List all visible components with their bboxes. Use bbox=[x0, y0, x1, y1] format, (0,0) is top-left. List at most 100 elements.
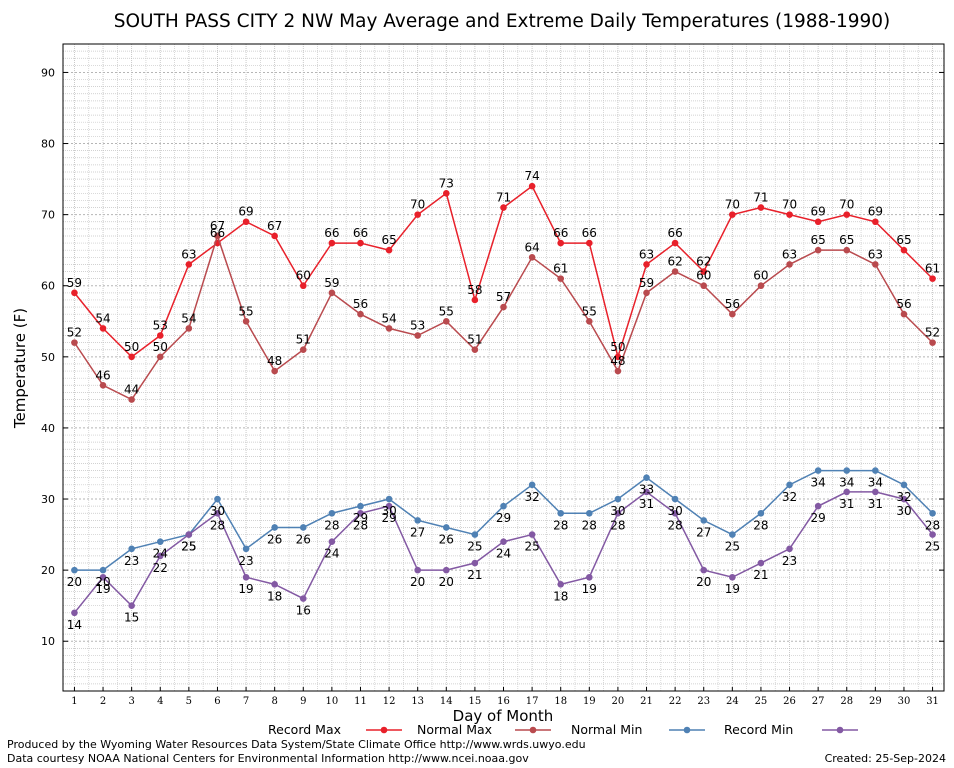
record-min-data-label: 19 bbox=[582, 582, 597, 596]
record-max-point bbox=[843, 211, 851, 218]
record-min-data-label: 21 bbox=[753, 568, 768, 582]
normal-max-point bbox=[357, 310, 364, 318]
normal-min-point bbox=[99, 566, 107, 574]
normal-max-legend-marker bbox=[529, 726, 537, 734]
record-max-data-label: 50 bbox=[124, 340, 139, 354]
normal-min-data-label: 30 bbox=[381, 504, 396, 518]
normal-max-point bbox=[442, 317, 450, 325]
record-min-point bbox=[99, 573, 107, 581]
record-min-point bbox=[357, 509, 364, 517]
record-min-point bbox=[757, 559, 765, 567]
record-max-point bbox=[929, 275, 936, 282]
y-tick-label: 70 bbox=[41, 209, 55, 222]
normal-min-data-label: 28 bbox=[753, 518, 768, 532]
normal-max-data-label: 63 bbox=[782, 247, 797, 261]
record-max-data-label: 66 bbox=[210, 226, 225, 240]
record-min-data-label: 20 bbox=[410, 575, 425, 589]
normal-min-point bbox=[814, 467, 822, 474]
normal-min-point bbox=[729, 531, 736, 538]
record-max-data-label: 66 bbox=[667, 226, 682, 240]
x-tick-label: 10 bbox=[326, 696, 339, 707]
normal-min-legend-label: Normal Min bbox=[571, 722, 642, 737]
record-min-data-label: 31 bbox=[839, 497, 854, 511]
x-tick-label: 27 bbox=[812, 696, 825, 707]
normal-min-data-label: 28 bbox=[553, 518, 568, 532]
record-min-data-label: 19 bbox=[725, 582, 740, 596]
record-max-data-label: 54 bbox=[95, 311, 110, 325]
x-tick-label: 12 bbox=[383, 696, 396, 707]
normal-min-point bbox=[757, 509, 765, 517]
y-tick-label: 20 bbox=[41, 564, 55, 577]
record-min-point bbox=[671, 509, 679, 517]
normal-max-point bbox=[843, 246, 851, 254]
normal-min-data-label: 30 bbox=[610, 504, 625, 518]
record-max-point bbox=[185, 261, 193, 268]
normal-max-point bbox=[156, 353, 164, 361]
record-max-legend-label: Record Max bbox=[268, 722, 341, 737]
normal-min-data-label: 33 bbox=[639, 483, 654, 497]
record-max-data-label: 73 bbox=[439, 176, 454, 190]
y-tick-label: 90 bbox=[41, 66, 55, 79]
normal-min-point bbox=[872, 467, 879, 474]
x-tick-label: 17 bbox=[526, 696, 539, 707]
normal-max-data-label: 59 bbox=[639, 276, 654, 290]
normal-max-data-label: 54 bbox=[381, 311, 396, 325]
normal-max-data-label: 55 bbox=[238, 304, 253, 318]
normal-max-point bbox=[757, 282, 765, 290]
normal-max-point bbox=[586, 317, 593, 325]
x-tick-label: 15 bbox=[469, 696, 482, 707]
x-tick-label: 2 bbox=[100, 696, 106, 707]
y-axis-title: Temperature (F) bbox=[11, 308, 29, 429]
record-max-point bbox=[500, 204, 507, 211]
record-max-data-label: 63 bbox=[639, 247, 654, 261]
record-max-point bbox=[242, 218, 250, 226]
normal-max-data-label: 59 bbox=[324, 276, 339, 290]
normal-max-data-label: 56 bbox=[725, 297, 740, 311]
record-max-point bbox=[671, 239, 679, 247]
normal-max-data-label: 46 bbox=[95, 368, 110, 382]
record-min-legend-marker bbox=[836, 726, 844, 734]
record-min-point bbox=[128, 602, 135, 609]
normal-min-data-label: 34 bbox=[868, 476, 883, 490]
x-tick-label: 29 bbox=[869, 696, 882, 707]
record-min-data-label: 29 bbox=[381, 511, 396, 525]
record-max-point bbox=[643, 261, 650, 268]
normal-min-data-label: 28 bbox=[324, 518, 339, 532]
record-max-point bbox=[528, 182, 536, 190]
record-max-data-label: 70 bbox=[725, 198, 740, 212]
normal-max-point bbox=[128, 396, 135, 403]
record-min-point bbox=[214, 509, 221, 517]
x-tick-label: 7 bbox=[243, 696, 249, 707]
normal-max-data-label: 48 bbox=[610, 354, 625, 368]
x-tick-label: 30 bbox=[898, 696, 911, 707]
normal-max-legend-label: Normal Max bbox=[417, 722, 492, 737]
x-tick-label: 3 bbox=[128, 696, 134, 707]
record-max-point bbox=[614, 353, 622, 361]
record-min-point bbox=[814, 502, 822, 510]
footer-courtesy: Data courtesy NOAA National Centers for … bbox=[7, 752, 529, 765]
normal-max-data-label: 44 bbox=[124, 382, 139, 396]
record-min-point bbox=[71, 609, 78, 617]
record-max-point bbox=[442, 190, 450, 197]
normal-max-data-label: 65 bbox=[839, 233, 854, 247]
normal-min-point bbox=[700, 517, 708, 524]
normal-max-data-label: 60 bbox=[696, 269, 711, 283]
record-max-data-label: 58 bbox=[467, 283, 482, 297]
normal-max-data-label: 55 bbox=[582, 304, 597, 318]
x-tick-label: 8 bbox=[271, 696, 277, 707]
record-min-data-label: 31 bbox=[868, 497, 883, 511]
record-max-point bbox=[99, 325, 107, 332]
normal-min-point bbox=[328, 509, 336, 517]
normal-min-legend-marker bbox=[683, 726, 691, 734]
normal-max-point bbox=[185, 325, 193, 332]
chart-title: SOUTH PASS CITY 2 NW May Average and Ext… bbox=[114, 11, 891, 32]
record-max-point bbox=[385, 246, 393, 254]
normal-max-data-label: 67 bbox=[210, 219, 225, 233]
x-tick-label: 4 bbox=[157, 696, 163, 707]
record-min-point bbox=[843, 488, 851, 496]
record-min-data-label: 19 bbox=[238, 582, 253, 596]
record-max-point bbox=[786, 211, 793, 218]
normal-max-data-label: 61 bbox=[553, 262, 568, 276]
record-max-point bbox=[328, 239, 336, 247]
